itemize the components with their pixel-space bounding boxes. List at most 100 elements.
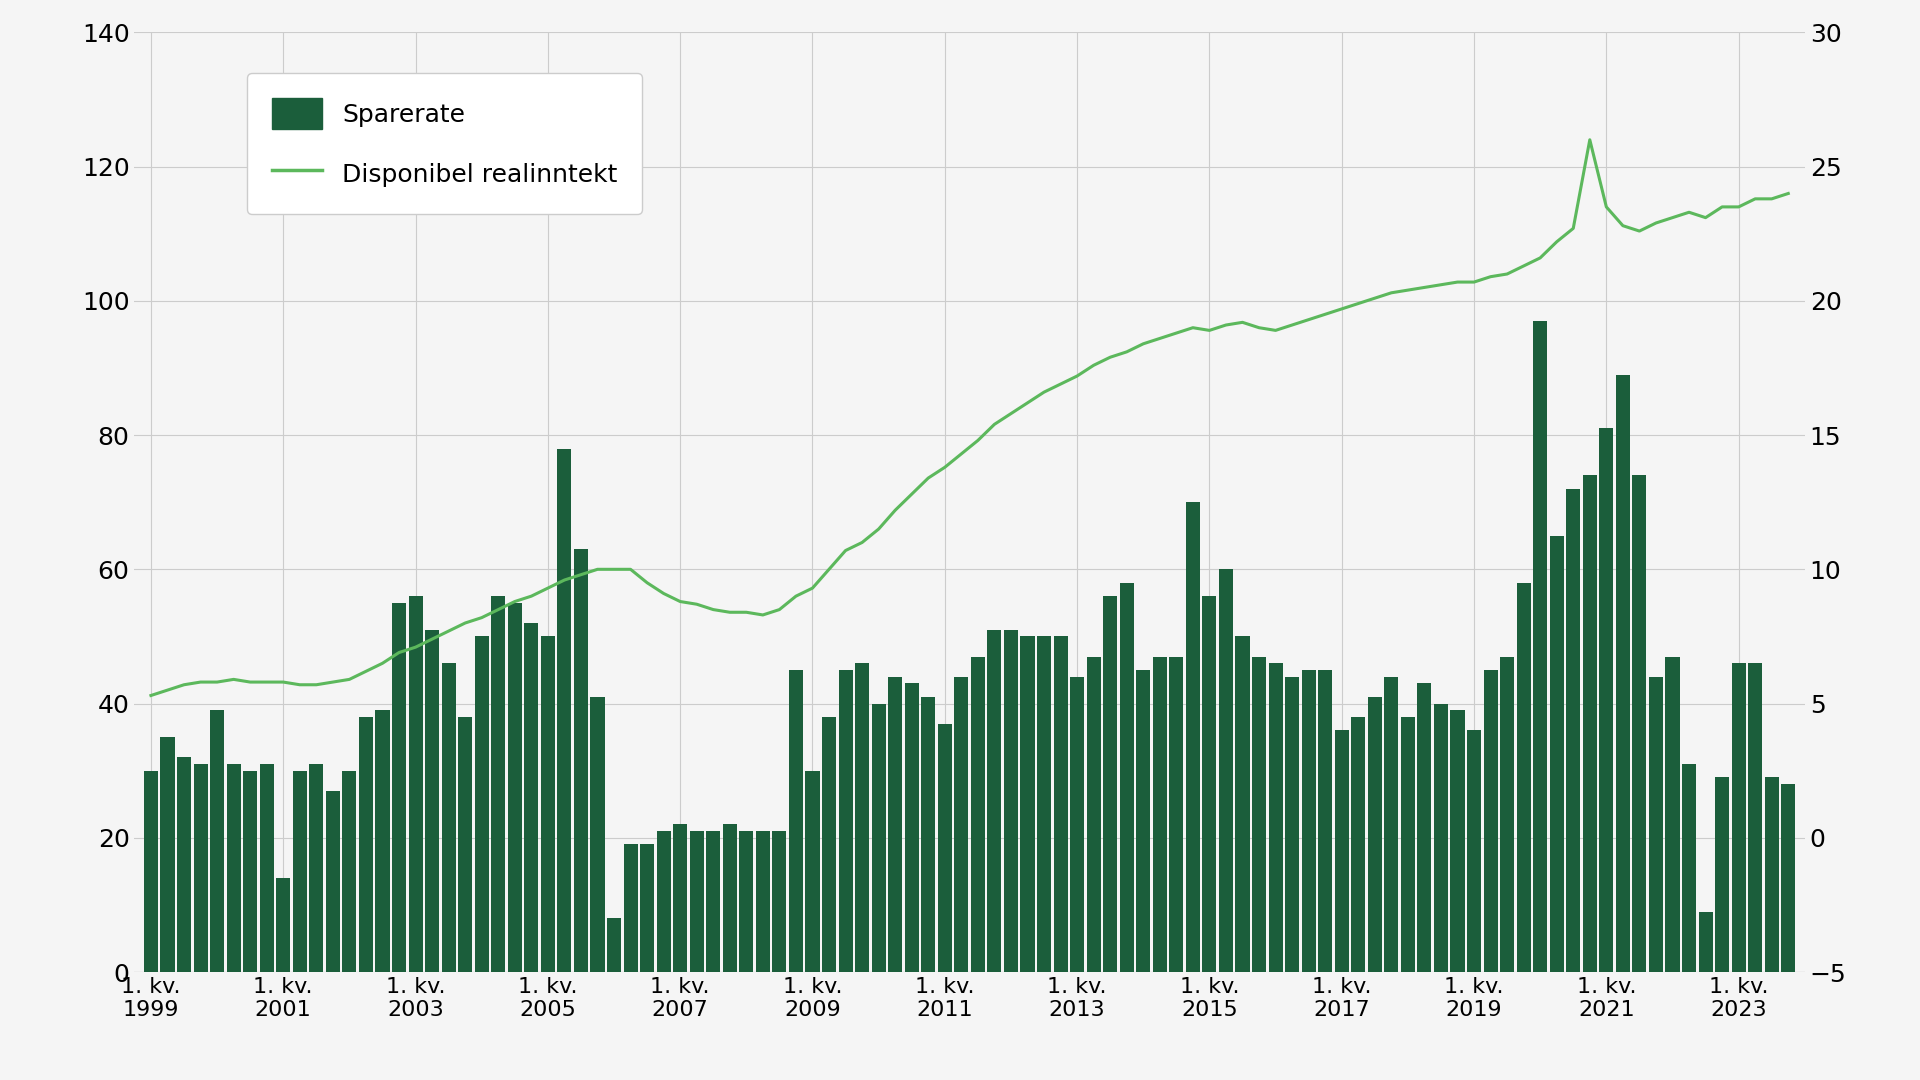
Bar [1087,657,1100,972]
Bar [1500,657,1515,972]
Bar [1104,596,1117,972]
Bar [1319,670,1332,972]
Bar [1467,730,1480,972]
Bar [904,684,920,972]
Bar [424,630,440,972]
Bar [1450,711,1465,972]
Bar [657,832,670,972]
Bar [1699,912,1713,972]
Bar [591,697,605,972]
Bar [409,596,422,972]
Bar [674,824,687,972]
Bar [1599,429,1613,972]
Bar [342,771,357,972]
Bar [1632,475,1647,972]
Bar [292,771,307,972]
Bar [1202,596,1217,972]
Bar [1384,677,1398,972]
Bar [1334,730,1348,972]
Bar [574,550,588,972]
Bar [806,771,820,972]
Bar [922,697,935,972]
Bar [259,764,275,972]
Bar [756,832,770,972]
Bar [1252,657,1265,972]
Bar [889,677,902,972]
Bar [376,711,390,972]
Legend: Sparerate, Disponibel realinntekt: Sparerate, Disponibel realinntekt [248,73,643,214]
Bar [972,657,985,972]
Bar [937,724,952,972]
Bar [227,764,240,972]
Bar [1582,475,1597,972]
Bar [1367,697,1382,972]
Bar [1069,677,1085,972]
Bar [639,845,655,972]
Bar [854,663,870,972]
Bar [987,630,1002,972]
Bar [1352,717,1365,972]
Bar [492,596,505,972]
Bar [1004,630,1018,972]
Bar [524,623,538,972]
Bar [177,757,192,972]
Bar [1219,569,1233,972]
Bar [1119,583,1133,972]
Bar [209,711,225,972]
Bar [1649,677,1663,972]
Bar [1054,636,1068,972]
Bar [541,636,555,972]
Bar [1665,657,1680,972]
Bar [1682,764,1695,972]
Bar [1747,663,1763,972]
Bar [839,670,852,972]
Bar [1269,663,1283,972]
Bar [739,832,753,972]
Bar [359,717,372,972]
Bar [872,703,885,972]
Bar [244,771,257,972]
Bar [1037,636,1050,972]
Bar [1434,703,1448,972]
Bar [1567,489,1580,972]
Bar [1534,321,1548,972]
Bar [1152,657,1167,972]
Bar [1187,502,1200,972]
Bar [607,918,620,972]
Bar [1137,670,1150,972]
Bar [326,791,340,972]
Bar [1284,677,1300,972]
Bar [1715,778,1730,972]
Bar [1169,657,1183,972]
Bar [194,764,207,972]
Bar [722,824,737,972]
Bar [474,636,490,972]
Bar [1517,583,1530,972]
Bar [1020,636,1035,972]
Bar [1782,784,1795,972]
Bar [161,737,175,972]
Bar [822,717,835,972]
Bar [1417,684,1432,972]
Bar [442,663,455,972]
Bar [1235,636,1250,972]
Bar [144,771,157,972]
Bar [459,717,472,972]
Bar [1764,778,1778,972]
Bar [954,677,968,972]
Bar [1732,663,1745,972]
Bar [1402,717,1415,972]
Bar [276,878,290,972]
Bar [392,603,405,972]
Bar [624,845,637,972]
Bar [309,764,323,972]
Bar [707,832,720,972]
Bar [507,603,522,972]
Bar [1484,670,1498,972]
Bar [1549,536,1563,972]
Bar [1617,375,1630,972]
Bar [557,448,572,972]
Bar [1302,670,1315,972]
Bar [772,832,787,972]
Bar [789,670,803,972]
